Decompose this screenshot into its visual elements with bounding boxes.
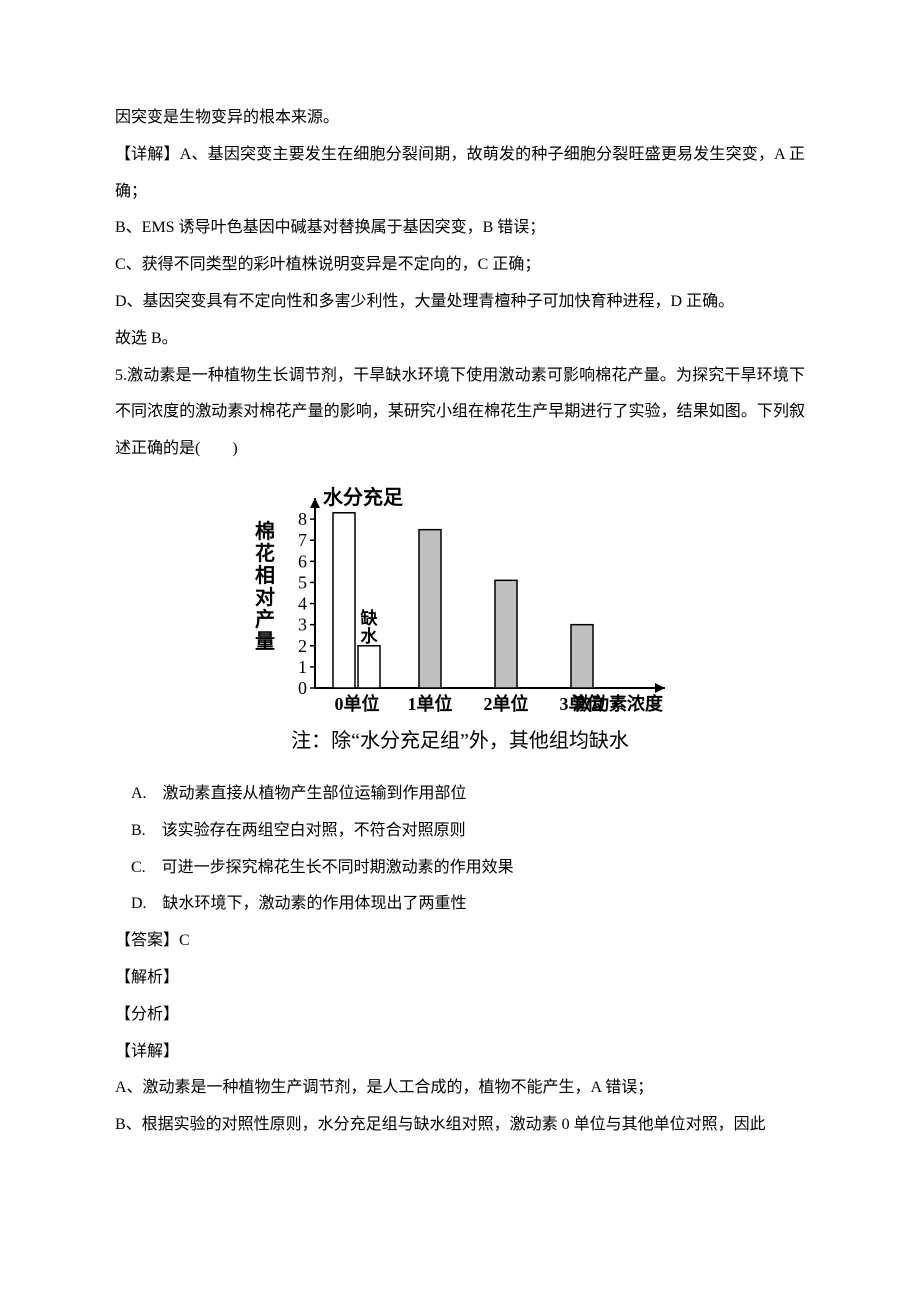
page: 因突变是生物变异的根本来源。 【详解】A、基因突变主要发生在细胞分裂间期，故萌发… xyxy=(0,0,920,1204)
svg-text:水: 水 xyxy=(361,626,379,646)
svg-text:0单位: 0单位 xyxy=(335,693,380,714)
paragraph: 故选 B。 xyxy=(115,321,805,358)
svg-text:激动素浓度: 激动素浓度 xyxy=(573,693,664,714)
paragraph: B、根据实验的对照性原则，水分充足组与缺水组对照，激动素 0 单位与其他单位对照… xyxy=(115,1107,805,1144)
paragraph: B、EMS 诱导叶色基因中碱基对替换属于基因突变，B 错误； xyxy=(115,210,805,247)
svg-text:4: 4 xyxy=(298,594,307,614)
svg-text:花: 花 xyxy=(255,542,275,565)
svg-text:0: 0 xyxy=(298,678,307,698)
paragraph: D、基因突变具有不定向性和多害少利性，大量处理青檀种子可加快育种进程，D 正确。 xyxy=(115,284,805,321)
paragraph: 【分析】 xyxy=(115,997,805,1034)
svg-text:量: 量 xyxy=(255,630,275,653)
svg-text:7: 7 xyxy=(298,530,307,550)
option-a: A. 激动素直接从植物产生部位运输到作用部位 xyxy=(115,776,805,813)
svg-text:水分充足: 水分充足 xyxy=(323,485,404,509)
svg-text:相: 相 xyxy=(255,563,275,587)
svg-text:棉: 棉 xyxy=(255,519,275,543)
paragraph: 【详解】 xyxy=(115,1034,805,1071)
svg-text:1单位: 1单位 xyxy=(408,693,453,714)
paragraph: 【详解】A、基因突变主要发生在细胞分裂间期，故萌发的种子细胞分裂旺盛更易发生突变… xyxy=(115,137,805,211)
paragraph: 【解析】 xyxy=(115,960,805,997)
option-b: B. 该实验存在两组空白对照，不符合对照原则 xyxy=(115,813,805,850)
answer-line: 【答案】C xyxy=(115,923,805,960)
svg-text:8: 8 xyxy=(298,509,307,529)
svg-text:对: 对 xyxy=(255,585,275,609)
chart-caption: 注：除“水分充足组”外，其他组均缺水 xyxy=(115,731,805,751)
paragraph: A、激动素是一种植物生产调节剂，是人工合成的，植物不能产生，A 错误； xyxy=(115,1070,805,1107)
svg-text:3: 3 xyxy=(298,615,307,635)
paragraph: 因突变是生物变异的根本来源。 xyxy=(115,100,805,137)
bar-chart: 012345678水分充足棉花相对产量缺水0单位1单位2单位3单位激动素浓度 xyxy=(245,483,675,723)
svg-text:2单位: 2单位 xyxy=(484,693,529,714)
paragraph: C、获得不同类型的彩叶植株说明变异是不定向的，C 正确； xyxy=(115,247,805,284)
svg-text:6: 6 xyxy=(298,551,307,571)
svg-text:2: 2 xyxy=(298,636,307,656)
option-d: D. 缺水环境下，激动素的作用体现出了两重性 xyxy=(115,886,805,923)
svg-text:缺: 缺 xyxy=(361,608,379,628)
svg-text:1: 1 xyxy=(298,657,307,677)
chart-container: 012345678水分充足棉花相对产量缺水0单位1单位2单位3单位激动素浓度 注… xyxy=(115,483,805,751)
option-c: C. 可进一步探究棉花生长不同时期激动素的作用效果 xyxy=(115,850,805,887)
question-5-stem: 5.激动素是一种植物生长调节剂，干旱缺水环境下使用激动素可影响棉花产量。为探究干… xyxy=(115,358,805,468)
svg-text:5: 5 xyxy=(298,572,307,592)
svg-text:产: 产 xyxy=(255,607,275,631)
